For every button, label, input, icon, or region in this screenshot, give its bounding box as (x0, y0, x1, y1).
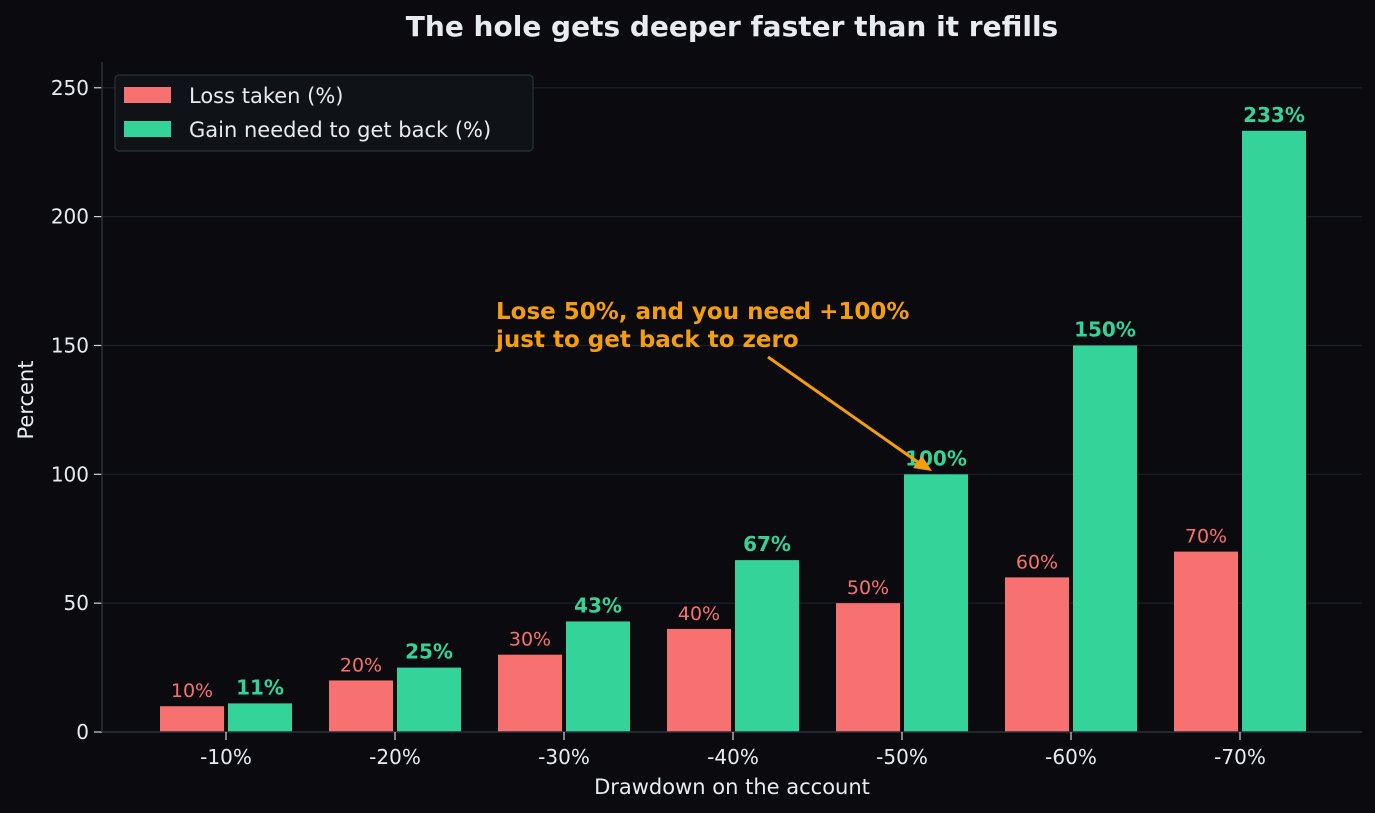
data-label-loss: 50% (847, 577, 889, 599)
data-label-gain: 150% (1074, 317, 1136, 341)
bar-gain-needed (735, 560, 799, 732)
legend-box (114, 74, 534, 152)
bar-gain-needed (566, 621, 630, 732)
data-label-loss: 60% (1016, 551, 1058, 573)
bar-labels: 10% 11%20%25% 30%43% 40%67%50%100%60%150%70… (171, 103, 1305, 702)
chart-title: The hole gets deeper faster than it refi… (406, 10, 1058, 43)
data-label-loss: 30% (509, 629, 551, 651)
annotation-arrow-head (913, 456, 932, 471)
x-tick-label: -40% (707, 745, 759, 769)
bar-loss-taken (160, 706, 224, 732)
bar-loss-taken (498, 654, 562, 732)
y-tick-label: 50 (64, 591, 89, 615)
bar-gain-needed (1242, 130, 1306, 733)
axes: 0 50 100 150 200 250 -10% -20% -30% -40% -50% -60% -… (51, 62, 1362, 769)
x-tick-label: -60% (1045, 745, 1097, 769)
bar-gain-needed (228, 703, 292, 732)
x-axis-title: Drawdown on the account (594, 775, 870, 799)
bars (160, 130, 1306, 733)
x-tick-label: -30% (538, 745, 590, 769)
legend-swatch-loss (124, 87, 171, 103)
bar-gain-needed (904, 474, 968, 732)
y-tick-label: 100 (51, 462, 89, 486)
x-tick-label: -20% (369, 745, 421, 769)
bar-loss-taken (329, 680, 393, 732)
y-tick-label: 0 (76, 720, 89, 744)
data-label-gain: 25% (405, 640, 453, 664)
bar-loss-taken (667, 628, 731, 732)
data-label-loss: 40% (678, 603, 720, 625)
data-label-gain: 233% (1243, 103, 1305, 127)
data-label-gain: 11% (236, 675, 284, 699)
bar-loss-taken (1005, 577, 1069, 732)
annotation-line-2: just to get back to zero (495, 327, 799, 353)
y-axis-title: Percent (14, 360, 38, 439)
bar-loss-taken (836, 603, 900, 732)
legend-label-loss: Loss taken (%) (189, 84, 344, 108)
annotation-arrow-line (767, 355, 923, 467)
annotation-line-1: Lose 50%, and you need +100% (496, 299, 909, 325)
y-tick-label: 150 (51, 333, 89, 357)
x-tick-label: -50% (876, 745, 928, 769)
data-label-loss: 10% (171, 680, 213, 702)
bar-gain-needed (397, 667, 461, 732)
x-tick-label: -70% (1214, 745, 1266, 769)
legend-swatch-gain (124, 121, 171, 137)
legend: Loss taken (%) Gain needed to get back (… (114, 74, 534, 152)
bar-loss-taken (1174, 551, 1238, 732)
data-label-gain: 67% (743, 532, 791, 556)
y-tick-label: 200 (51, 205, 89, 229)
y-tick-label: 250 (51, 76, 89, 100)
data-label-gain: 43% (574, 593, 622, 617)
legend-label-gain: Gain needed to get back (%) (189, 118, 491, 142)
annotation: Lose 50%, and you need +100% just to get… (495, 299, 932, 471)
data-label-loss: 70% (1185, 526, 1227, 548)
grid-lines (102, 87, 1362, 604)
data-label-loss: 20% (340, 654, 382, 676)
bar-gain-needed (1073, 345, 1137, 732)
x-tick-label: -10% (200, 745, 252, 769)
